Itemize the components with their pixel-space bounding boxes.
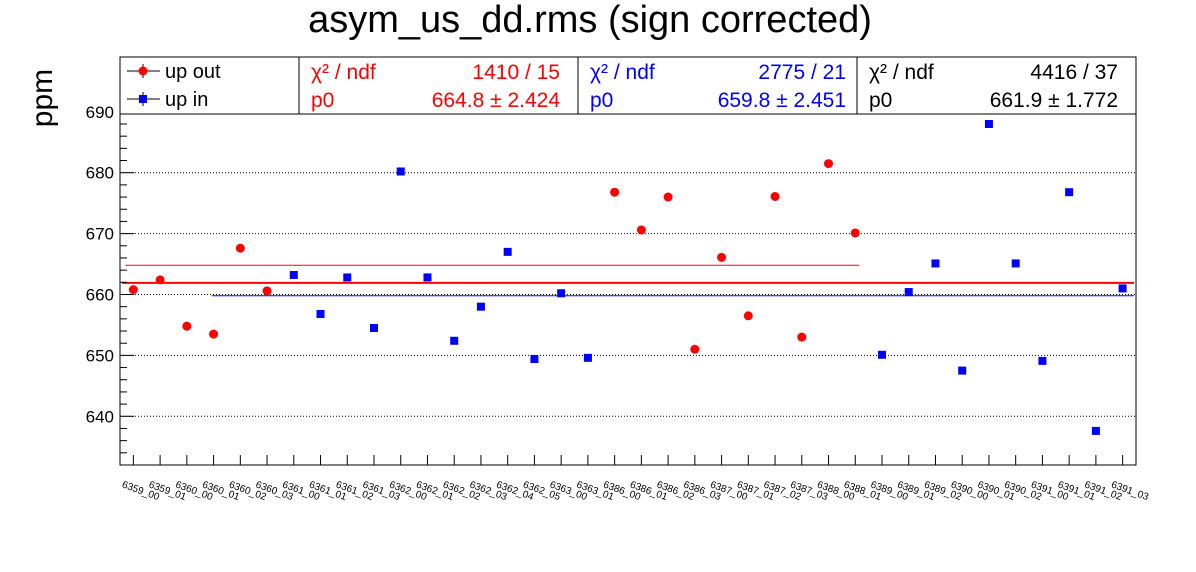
y-axis-label: ppm [26, 69, 59, 127]
stat-p0-label-up-out: p0 [311, 89, 334, 112]
chart-title: asym_us_dd.rms (sign corrected) [308, 0, 872, 41]
legend-stats-header: up out up in χ² / ndf 1410 / 15 p0 664.8… [119, 56, 1137, 115]
data-point-up-out [690, 344, 700, 354]
data-point-up-out [797, 332, 807, 342]
data-point-up-in [1065, 188, 1074, 197]
data-point-up-in [1118, 284, 1127, 293]
data-point-up-in [1038, 356, 1047, 365]
y-tick-label: 670 [86, 225, 114, 244]
legend-marker-up-out [138, 66, 148, 76]
data-point-up-in [583, 353, 592, 362]
legend: up out up in [127, 61, 221, 111]
stat-chi2-label-up-out: χ² / ndf [311, 61, 376, 84]
data-point-up-out [770, 191, 780, 201]
y-tick-label: 680 [86, 164, 114, 183]
legend-label-up-out: up out [165, 61, 221, 83]
data-point-up-out [262, 286, 272, 296]
data-point-up-in [450, 336, 459, 345]
grid-lines [120, 111, 1136, 417]
legend-item-up-in: up in [127, 89, 208, 111]
data-point-up-in [984, 119, 993, 128]
plot-frame [119, 56, 1137, 466]
stat-p0-value-up-out: 664.8 ± 2.424 [432, 89, 561, 112]
legend-item-up-out: up out [127, 61, 221, 83]
data-point-up-in [931, 259, 940, 268]
data-point-up-in [316, 309, 325, 318]
data-point-up-in [343, 273, 352, 282]
stat-chi2-label-up-in: χ² / ndf [590, 61, 655, 84]
stat-p0-label-up-in: p0 [590, 89, 613, 112]
data-point-up-out [610, 187, 620, 197]
stat-chi2-value-up-in: 2775 / 21 [758, 61, 846, 84]
data-point-up-out [235, 243, 245, 253]
data-point-up-out [636, 225, 646, 235]
axes: 6406506606706806906359_006359_016360_006… [86, 56, 1150, 503]
data-point-up-out [824, 159, 834, 169]
y-tick-label: 690 [86, 103, 114, 122]
data-point-up-in [904, 288, 913, 297]
fit-lines [122, 264, 1134, 297]
data-point-up-in [476, 302, 485, 311]
stat-p0-value-up-in: 659.8 ± 2.451 [718, 89, 846, 112]
data-point-up-in [396, 167, 405, 176]
data-point-up-out [743, 311, 753, 321]
data-point-up-in [557, 289, 566, 298]
data-point-up-in [530, 355, 539, 364]
data-point-up-in [878, 350, 886, 359]
data-point-up-out [128, 285, 138, 295]
data-point-up-in [423, 273, 432, 282]
data-points [128, 119, 1127, 435]
stat-p0-label-combined: p0 [869, 89, 892, 112]
data-point-up-in [289, 271, 298, 280]
data-point-up-in [370, 323, 378, 332]
fit-stats-up-in: χ² / ndf 2775 / 21 p0 659.8 ± 2.451 [590, 61, 846, 112]
data-point-up-out [155, 275, 165, 285]
data-point-up-out [209, 329, 219, 339]
stat-chi2-label-combined: χ² / ndf [869, 61, 934, 84]
legend-label-up-in: up in [165, 89, 208, 111]
fit-stats-up-out: χ² / ndf 1410 / 15 p0 664.8 ± 2.424 [311, 61, 560, 112]
data-point-up-in [503, 247, 512, 256]
y-tick-label: 650 [86, 346, 114, 365]
stat-p0-value-combined: 661.9 ± 1.772 [990, 89, 1118, 112]
data-point-up-out [663, 192, 673, 202]
y-tick-label: 660 [86, 285, 114, 304]
legend-marker-up-in [139, 95, 147, 103]
data-point-up-in [1091, 426, 1100, 435]
data-point-up-out [717, 252, 727, 262]
fit-stats-combined: χ² / ndf 4416 / 37 p0 661.9 ± 1.772 [869, 61, 1118, 112]
data-point-up-in [1011, 259, 1020, 268]
y-tick-label: 640 [86, 407, 114, 426]
stat-chi2-value-combined: 4416 / 37 [1030, 61, 1118, 84]
data-point-up-out [182, 321, 192, 331]
stat-chi2-value-up-out: 1410 / 15 [472, 61, 560, 84]
data-point-up-in [958, 366, 967, 375]
data-point-up-out [850, 228, 860, 238]
